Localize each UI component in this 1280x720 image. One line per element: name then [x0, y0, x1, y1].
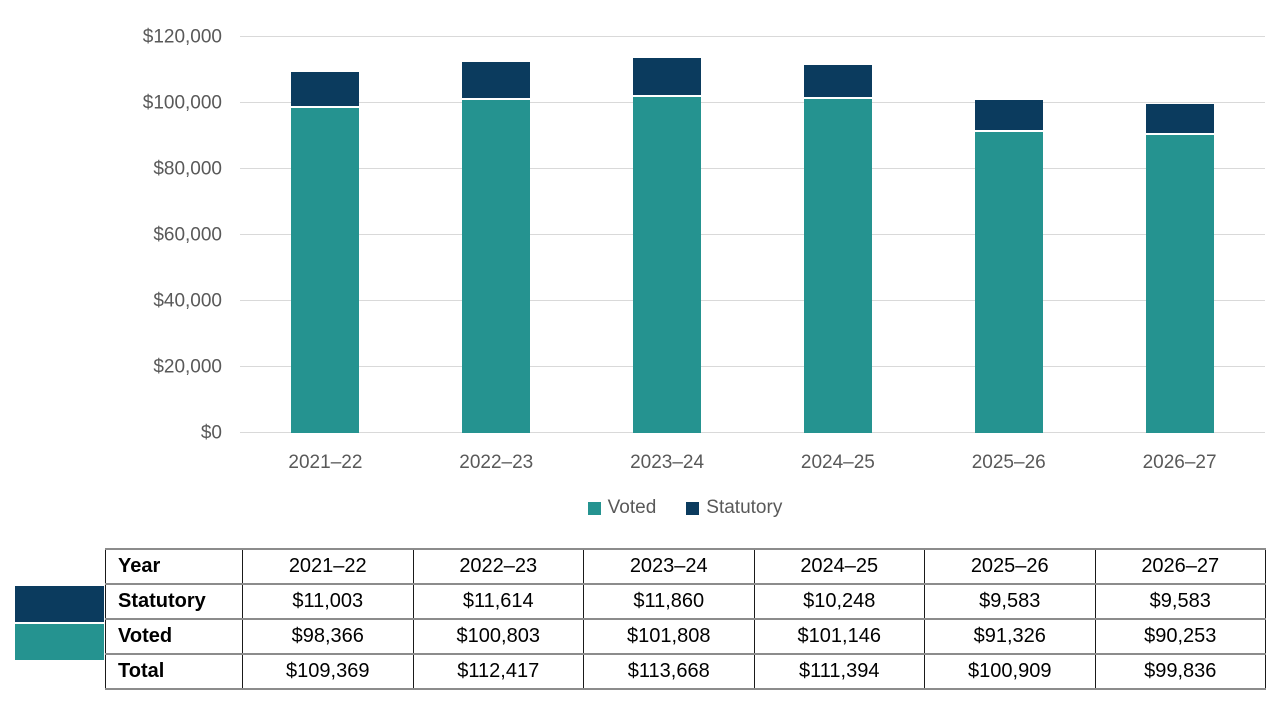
bar-segment-statutory: [291, 72, 360, 109]
y-axis: $0 $20,000 $40,000 $60,000 $80,000 $100,000 $1…: [0, 28, 222, 443]
data-cell: 2021–22: [242, 548, 414, 585]
bar-group: [803, 37, 872, 433]
bar-segment-voted: [803, 99, 872, 433]
data-cell: $99,836: [1094, 653, 1266, 690]
data-cell: $101,808: [583, 618, 755, 655]
table-row: Total $109,369 $112,417 $113,668 $111,394 $10…: [105, 653, 1266, 690]
bar-segment-voted: [462, 100, 531, 433]
data-cell: $109,369: [242, 653, 414, 690]
table-row: Year 2021–22 2022–23 2023–24 2024–25 2025–26 2…: [105, 548, 1266, 585]
gridline: [240, 234, 1265, 235]
table-color-key-voted: [15, 624, 104, 660]
data-table: Year 2021–22 2022–23 2023–24 2024–25 2025–26 2…: [105, 548, 1266, 690]
data-cell: $11,860: [583, 583, 755, 620]
bar-group: [462, 37, 531, 433]
gridline: [240, 432, 1265, 433]
x-axis-tick-label: 2021–22: [288, 452, 363, 473]
bar-segment-voted: [974, 131, 1043, 433]
table-color-key-statutory: [15, 586, 104, 622]
data-cell: $100,909: [924, 653, 1096, 690]
x-axis: 2021–22 2022–23 2023–24 2024–25 2025–26 2026–…: [240, 452, 1265, 474]
legend-swatch-voted: [587, 501, 601, 515]
data-cell: $113,668: [583, 653, 755, 690]
data-cell: $9,583: [1094, 583, 1266, 620]
data-cell: 2024–25: [753, 548, 925, 585]
data-cell: $91,326: [924, 618, 1096, 655]
data-cell: 2023–24: [583, 548, 755, 585]
bar-segment-statutory: [974, 100, 1043, 132]
row-header-cell: Total: [105, 653, 243, 690]
chart-legend: Voted Statutory: [105, 497, 1265, 519]
data-cell: $112,417: [412, 653, 584, 690]
x-axis-tick-label: 2026–27: [1142, 452, 1217, 473]
data-cell: $90,253: [1094, 618, 1266, 655]
y-axis-tick-label: $40,000: [153, 290, 222, 312]
x-axis-tick-label: 2023–24: [630, 452, 705, 473]
row-header-cell: Statutory: [105, 583, 243, 620]
legend-item-statutory: Statutory: [686, 497, 782, 519]
data-cell: $11,614: [412, 583, 584, 620]
y-axis-tick-label: $80,000: [153, 158, 222, 180]
data-cell: $101,146: [753, 618, 925, 655]
data-cell: $111,394: [753, 653, 925, 690]
bar-segment-voted: [633, 97, 702, 433]
bar-segment-statutory: [803, 65, 872, 100]
bar-segment-statutory: [462, 62, 531, 101]
row-header-cell: Voted: [105, 618, 243, 655]
bar-segment-voted: [291, 108, 360, 433]
legend-item-voted: Voted: [587, 497, 657, 519]
gridline: [240, 300, 1265, 301]
y-axis-tick-label: $100,000: [142, 92, 222, 114]
row-header-cell: Year: [105, 548, 243, 585]
data-cell: $10,248: [753, 583, 925, 620]
gridline: [240, 366, 1265, 367]
gridline: [240, 102, 1265, 103]
data-cell: 2025–26: [924, 548, 1096, 585]
gridline: [240, 168, 1265, 169]
data-cell: $100,803: [412, 618, 584, 655]
table-row: Statutory $11,003 $11,614 $11,860 $10,248 $9,…: [105, 583, 1266, 620]
data-cell: $9,583: [924, 583, 1096, 620]
data-cell: 2026–27: [1094, 548, 1266, 585]
y-axis-tick-label: $120,000: [142, 26, 222, 48]
data-cell: 2022–23: [412, 548, 584, 585]
legend-swatch-statutory: [686, 501, 700, 515]
gridline: [240, 36, 1265, 37]
y-axis-tick-label: $60,000: [153, 224, 222, 246]
x-axis-tick-label: 2025–26: [971, 452, 1046, 473]
bar-group: [1145, 37, 1214, 433]
legend-label-statutory: Statutory: [706, 497, 783, 518]
bar-group: [633, 37, 702, 433]
legend-label-voted: Voted: [607, 497, 657, 518]
table-row: Voted $98,366 $100,803 $101,808 $101,146 $91,…: [105, 618, 1266, 655]
bar-segment-statutory: [1145, 103, 1214, 136]
data-cell: $98,366: [242, 618, 414, 655]
bar-group: [974, 37, 1043, 433]
x-axis-tick-label: 2024–25: [800, 452, 875, 473]
bar-group: [291, 37, 360, 433]
y-axis-tick-label: $0: [200, 422, 222, 444]
bar-segment-statutory: [633, 57, 702, 98]
y-axis-tick-label: $20,000: [153, 356, 222, 378]
data-cell: $11,003: [242, 583, 414, 620]
plot-area: [240, 36, 1265, 433]
bar-segment-voted: [1145, 135, 1214, 433]
x-axis-tick-label: 2022–23: [459, 452, 534, 473]
